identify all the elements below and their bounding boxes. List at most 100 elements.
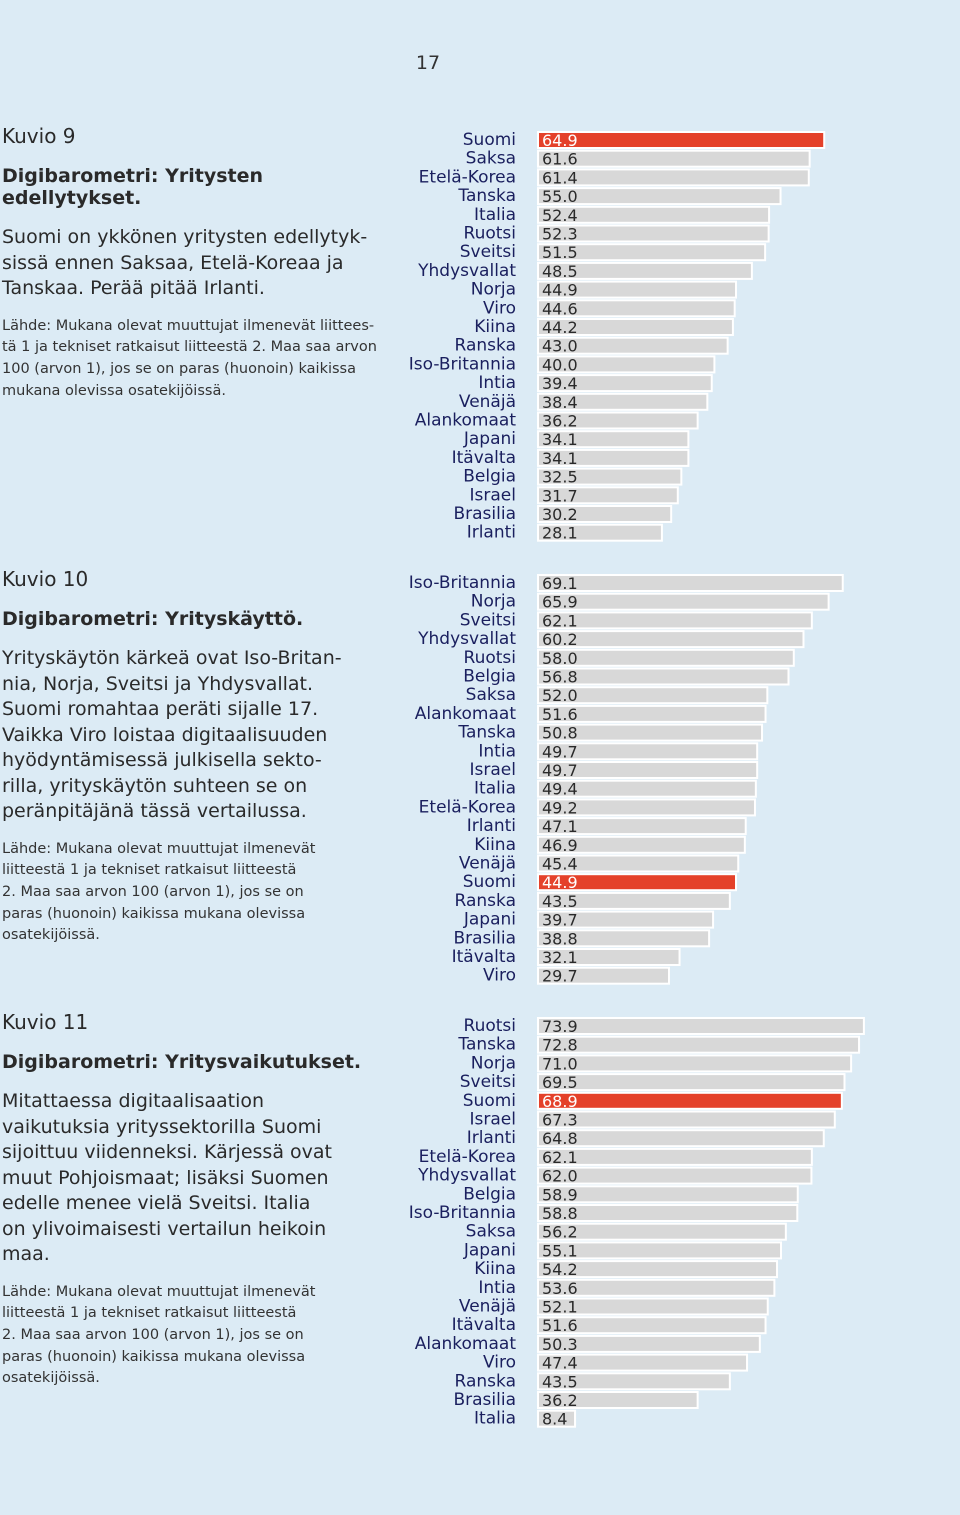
category-label: Suomi (463, 1091, 516, 1111)
bar (537, 1316, 767, 1335)
figure-11-description: Mitattaessa digitaalisaation vaikutuksia … (2, 1090, 332, 1265)
figure-10-description: Yrityskäytön kärkeä ovat Iso-Britan-nia,… (2, 647, 342, 822)
value-label: 51.6 (542, 705, 578, 724)
value-label: 58.8 (542, 1204, 578, 1223)
figure-10-bar-chart: Iso-Britannia 69.1 Norja 65.9 Sveitsi 62.1 Yhd… (409, 573, 844, 986)
value-label: 48.5 (542, 262, 578, 281)
value-label: 61.6 (542, 150, 578, 169)
category-label: Saksa (466, 149, 516, 169)
value-label: 51.5 (542, 243, 578, 262)
bar (537, 798, 756, 817)
category-label: Yhdysvallat (417, 629, 516, 649)
bar (537, 1147, 813, 1166)
bar (537, 374, 713, 393)
bar (537, 630, 805, 649)
value-label: 44.9 (542, 281, 578, 300)
category-label: Italia (474, 205, 516, 225)
bar (537, 299, 736, 318)
bar (537, 1297, 769, 1316)
value-label: 62.1 (542, 1148, 578, 1167)
category-label: Iso-Britannia (409, 1203, 516, 1223)
category-label: Alankomaat (415, 704, 517, 724)
value-label: 43.0 (542, 337, 578, 356)
bar (537, 817, 747, 836)
bar (537, 1035, 861, 1054)
value-label: 62.0 (542, 1167, 578, 1186)
value-label: 34.1 (542, 430, 578, 449)
figure-10-text: Kuvio 10 Digibarometri: Yrityskäyttö. Yr… (2, 567, 402, 947)
value-label: 8.4 (542, 1410, 567, 1429)
category-label: Tanska (457, 723, 516, 743)
bar (537, 704, 767, 723)
category-label: Alankomaat (415, 1334, 517, 1354)
bar (537, 224, 770, 243)
value-label: 67.3 (542, 1111, 578, 1130)
value-label: 29.7 (542, 967, 578, 986)
category-label: Intia (478, 373, 516, 393)
category-label: Venäjä (459, 1297, 516, 1317)
bar (537, 835, 746, 854)
bar (537, 1166, 813, 1185)
value-label: 58.9 (542, 1185, 578, 1204)
bar (537, 761, 759, 779)
category-label: Etelä-Korea (419, 1147, 516, 1167)
figure-9-title: Digibarometri: Yritysten edellytykset. (2, 165, 264, 209)
value-label: 40.0 (542, 355, 578, 374)
bar (537, 1353, 749, 1372)
category-label: Suomi (463, 872, 516, 892)
bar (537, 667, 790, 686)
value-label: 73.9 (542, 1017, 578, 1036)
value-label: 47.1 (542, 817, 578, 836)
category-label: Venäjä (459, 854, 516, 874)
bar (537, 187, 782, 206)
bar (537, 1017, 865, 1035)
value-label: 72.8 (542, 1036, 578, 1055)
category-label: Tanska (457, 1035, 516, 1055)
bar (537, 929, 711, 948)
bar (537, 966, 670, 985)
value-label: 64.9 (542, 131, 578, 150)
value-label: 39.4 (542, 374, 578, 393)
value-label: 39.7 (542, 911, 578, 930)
figure-9-number: Kuvio 9 (2, 124, 76, 148)
value-label: 44.9 (542, 873, 578, 892)
bar (537, 574, 844, 592)
figure-9-source: Lähde: Mukana olevat muuttujat ilmenevät… (2, 317, 377, 399)
category-label: Israel (470, 1110, 516, 1130)
bar (537, 592, 830, 611)
category-label: Brasilia (453, 504, 516, 524)
bar (537, 430, 690, 449)
value-label: 49.7 (542, 761, 578, 780)
category-label: Itävalta (452, 1315, 516, 1335)
category-label: Etelä-Korea (419, 167, 516, 187)
category-label: Viro (483, 298, 516, 318)
value-label: 49.2 (542, 798, 578, 817)
bar (537, 611, 813, 630)
figure-9-bar-chart: Suomi 64.9 Saksa 61.6 Etelä-Korea 61.4 Tanska 5… (409, 130, 826, 543)
category-label: Israel (470, 760, 516, 780)
value-label: 52.0 (542, 686, 578, 705)
value-label: 38.8 (542, 929, 578, 948)
bar (537, 742, 759, 761)
value-label: 30.2 (542, 505, 578, 524)
category-label: Saksa (466, 685, 516, 705)
value-label: 54.2 (542, 1260, 578, 1279)
bar (537, 1204, 799, 1222)
category-label: Sveitsi (460, 242, 516, 262)
value-label: 31.7 (542, 486, 578, 505)
category-label: Ranska (455, 891, 516, 911)
bar (537, 1334, 761, 1353)
category-label: Ruotsi (464, 648, 516, 668)
value-label: 49.4 (542, 780, 578, 799)
category-label: Belgia (463, 467, 516, 487)
value-label: 55.0 (542, 187, 578, 206)
bar (537, 1372, 731, 1391)
category-label: Norja (471, 592, 516, 612)
category-label: Kiina (474, 835, 516, 855)
bar-highlighted (537, 131, 826, 149)
bar (537, 261, 753, 280)
bar (537, 891, 731, 910)
value-label: 36.2 (542, 412, 578, 431)
value-label: 64.8 (542, 1129, 578, 1148)
bar (537, 336, 729, 355)
